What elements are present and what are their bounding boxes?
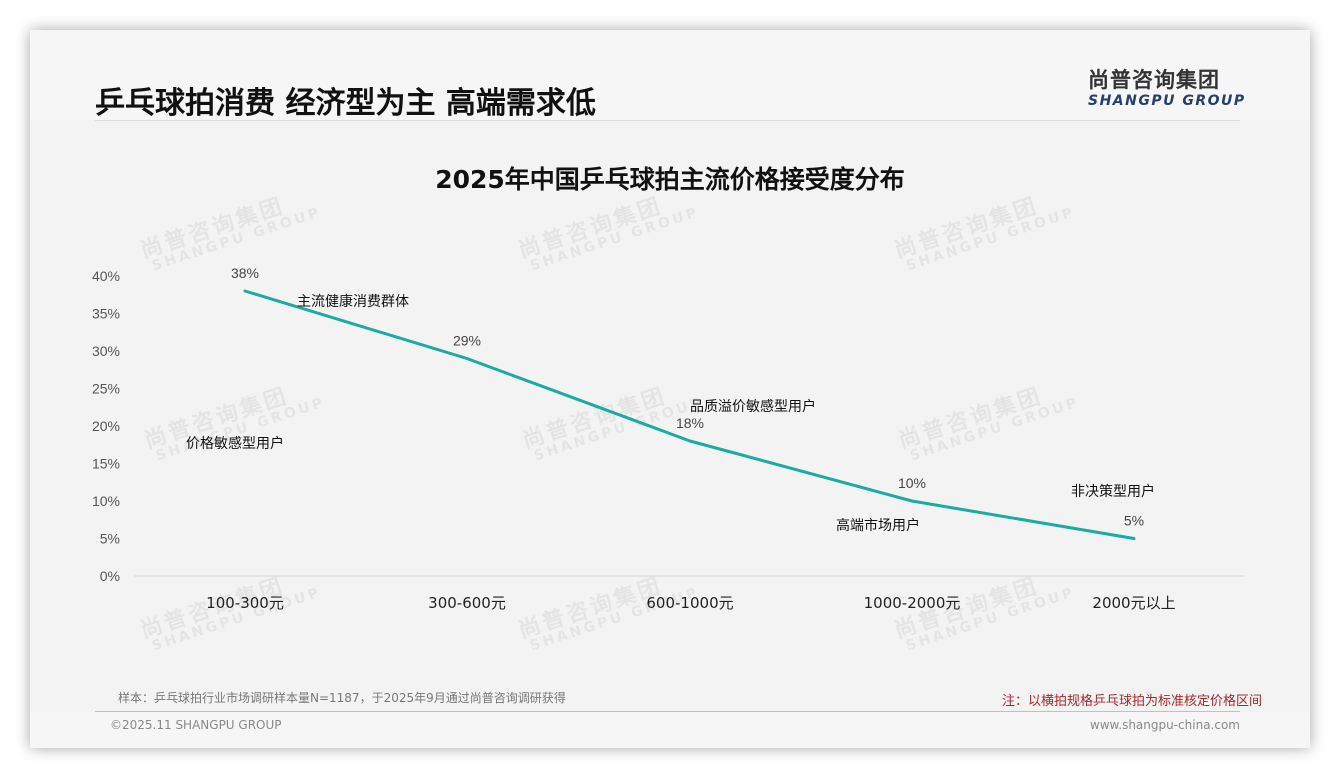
x-tick-label: 300-600元 [428, 594, 506, 612]
chart-title: 2025年中国乒乓球拍主流价格接受度分布 [435, 165, 905, 194]
website-link[interactable]: www.shangpu-china.com [1089, 718, 1240, 732]
y-tick-label: 5% [100, 531, 120, 547]
segment-annotation: 品质溢价敏感型用户 [690, 398, 816, 415]
y-tick-label: 20% [92, 418, 120, 434]
footer-divider [95, 711, 1240, 712]
segment-annotation: 主流健康消费群体 [297, 293, 409, 310]
source-note: 样本：乒乓球拍行业市场调研样本量N=1187，于2025年9月通过尚普咨询调研获… [118, 691, 566, 705]
data-label: 5% [1124, 513, 1144, 529]
y-tick-label: 25% [92, 381, 120, 397]
y-tick-label: 30% [92, 343, 120, 359]
x-tick-label: 1000-2000元 [864, 594, 961, 612]
logo-english-text: SHANGPU GROUP [1088, 93, 1246, 109]
data-label: 18% [676, 415, 704, 431]
y-tick-label: 40% [92, 268, 120, 284]
data-label: 29% [453, 333, 481, 349]
data-labels: 38% 29% 18% 10% 5% [231, 265, 1144, 529]
footer-band [30, 712, 1310, 748]
company-logo: 尚普咨询集团 SHANGPU GROUP [1088, 64, 1246, 109]
segment-annotation: 高端市场用户 [836, 517, 920, 534]
data-label: 10% [898, 475, 926, 491]
x-tick-label: 600-1000元 [646, 594, 733, 612]
header-band [30, 30, 1310, 120]
logo-chinese-text: 尚普咨询集团 [1088, 68, 1220, 92]
y-tick-label: 35% [92, 306, 120, 322]
page-title: 乒乓球拍消费 经济型为主 高端需求低 [95, 86, 596, 121]
segment-annotation: 非决策型用户 [1071, 483, 1155, 500]
header-divider [95, 120, 1240, 121]
slide: 乒乓球拍消费 经济型为主 高端需求低 尚普咨询集团 SHANGPU GROUP … [30, 30, 1310, 748]
x-tick-label: 2000元以上 [1092, 594, 1175, 612]
y-axis-ticks: 0% 5% 10% 15% 20% 25% 30% 35% 40% [92, 268, 120, 584]
line-chart: 0% 5% 10% 15% 20% 25% 30% 35% 40% 100-300元 300-60… [92, 265, 1244, 612]
footnote: 注：以横拍规格乒乓球拍为标准核定价格区间 [1001, 694, 1262, 709]
x-tick-label: 100-300元 [206, 594, 284, 612]
x-axis-labels: 100-300元 300-600元 600-1000元 1000-2000元 2000元… [206, 594, 1175, 612]
y-tick-label: 10% [92, 493, 120, 509]
y-tick-label: 0% [100, 568, 120, 584]
copyright: ©2025.11 SHANGPU GROUP [110, 718, 282, 732]
segment-annotation: 价格敏感型用户 [186, 435, 284, 452]
data-label: 38% [231, 265, 259, 281]
y-tick-label: 15% [92, 456, 120, 472]
series-line [243, 289, 1136, 540]
